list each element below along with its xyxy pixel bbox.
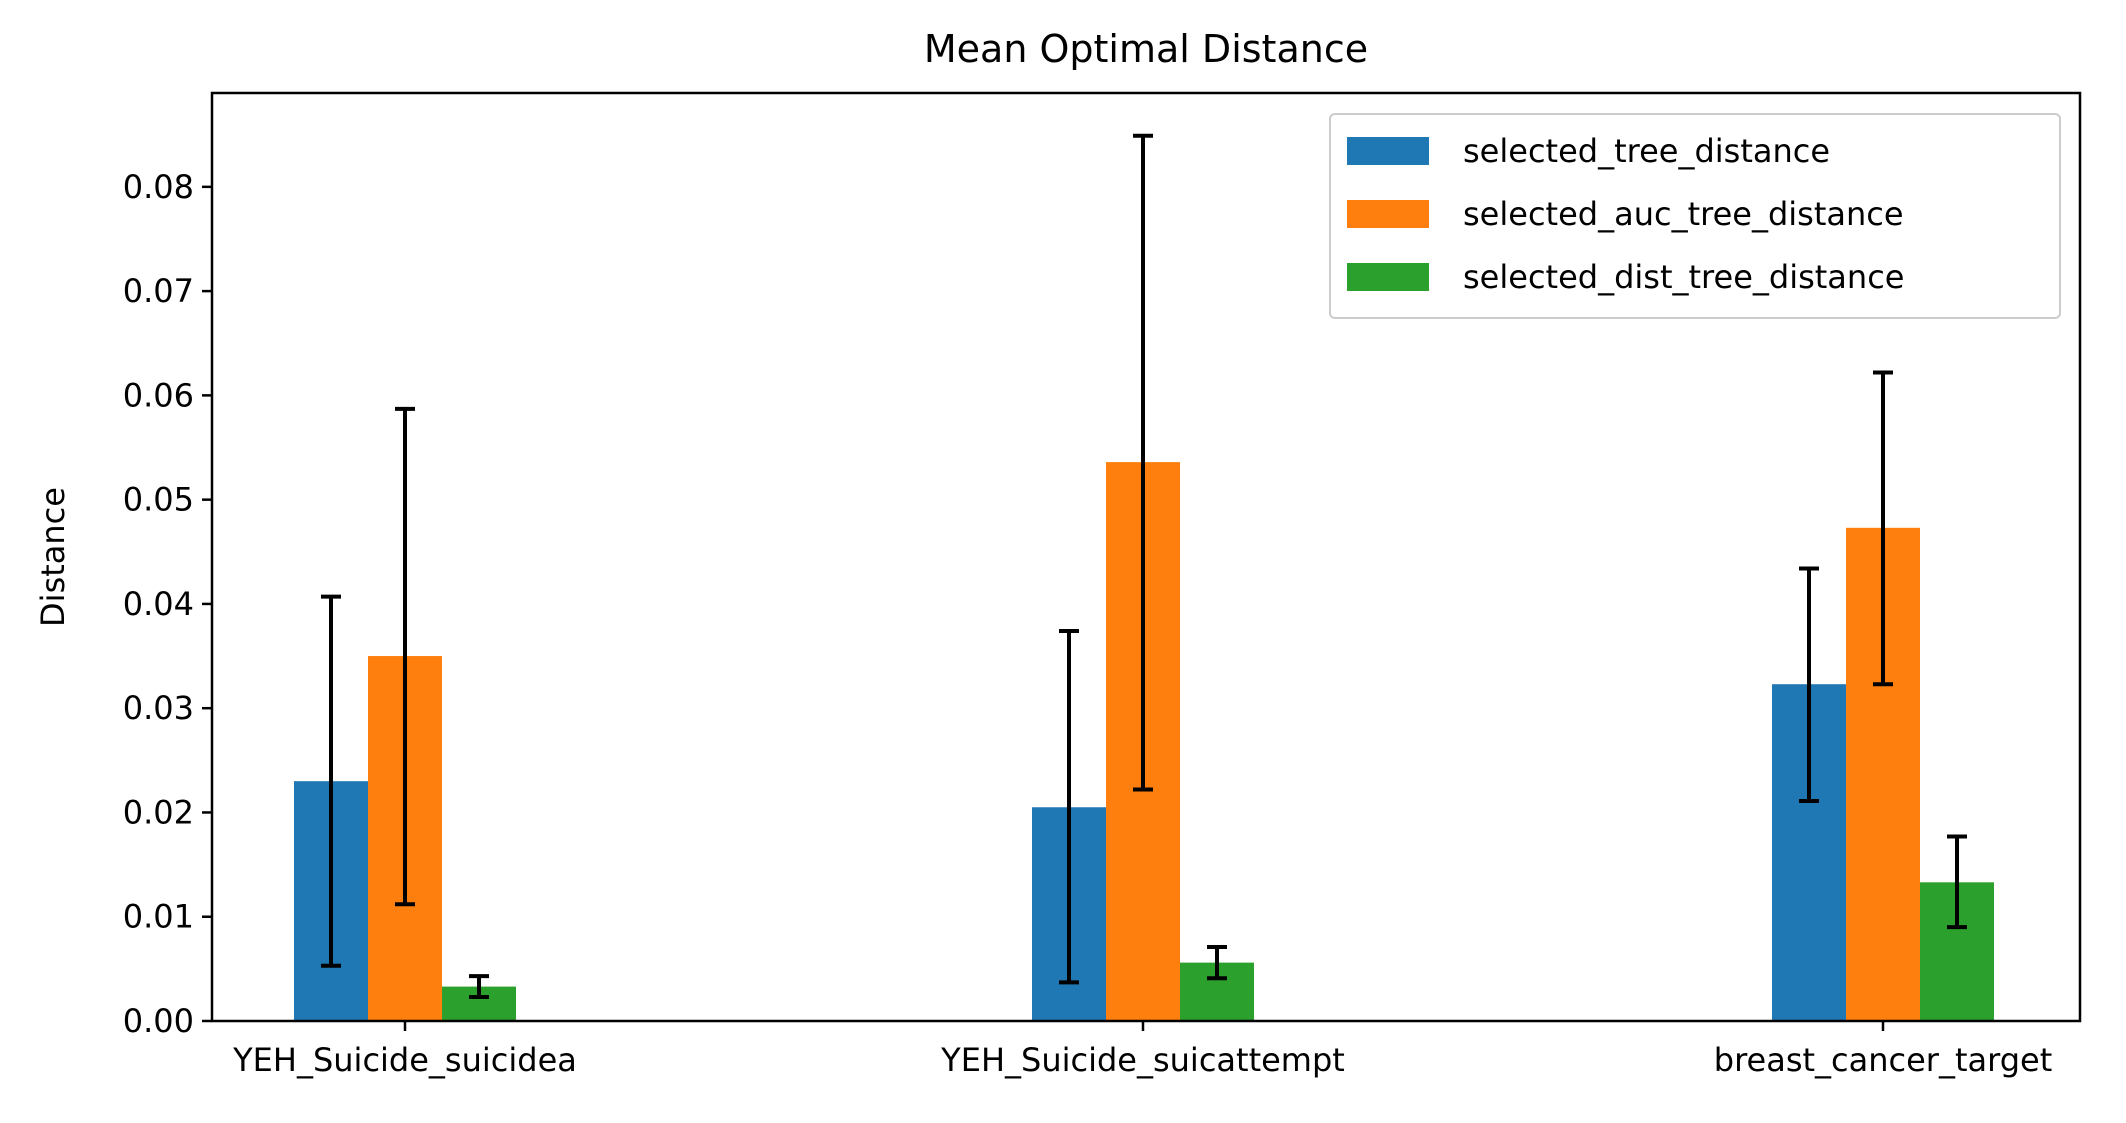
y-axis-label: Distance [34,487,72,627]
y-tick-label: 0.08 [123,168,194,206]
y-tick-label: 0.01 [123,898,194,936]
y-tick-label: 0.05 [123,481,194,519]
y-tick-label: 0.00 [123,1002,194,1040]
legend-swatch-selected_tree_distance [1347,137,1429,165]
error-bars-layer [321,133,1967,1000]
y-tick-label: 0.03 [123,689,194,727]
y-tick-label: 0.02 [123,793,194,831]
y-tick-label: 0.07 [123,272,194,310]
legend-label-selected_auc_tree_distance: selected_auc_tree_distance [1463,195,1904,233]
y-tick-label: 0.04 [123,585,194,623]
legend-label-selected_tree_distance: selected_tree_distance [1463,132,1830,170]
x-tick-label: YEH_Suicide_suicidea [232,1041,577,1079]
legend: selected_tree_distance selected_auc_tree_… [1329,113,2061,319]
plot-frame [210,91,2082,1023]
legend-label-selected_dist_tree_distance: selected_dist_tree_distance [1463,258,1904,296]
legend-box [1329,113,2061,319]
x-tick-label: YEH_Suicide_suicattempt [940,1041,1345,1079]
axes-layer: Mean Optimal Distance Distance 0.00 0.01 0.0… [34,27,2082,1079]
legend-swatch-selected_dist_tree_distance [1347,263,1429,291]
chart-title: Mean Optimal Distance [924,27,1368,71]
x-tick-label: breast_cancer_target [1714,1041,2053,1079]
y-tick-label: 0.06 [123,376,194,414]
legend-swatch-selected_auc_tree_distance [1347,200,1429,228]
